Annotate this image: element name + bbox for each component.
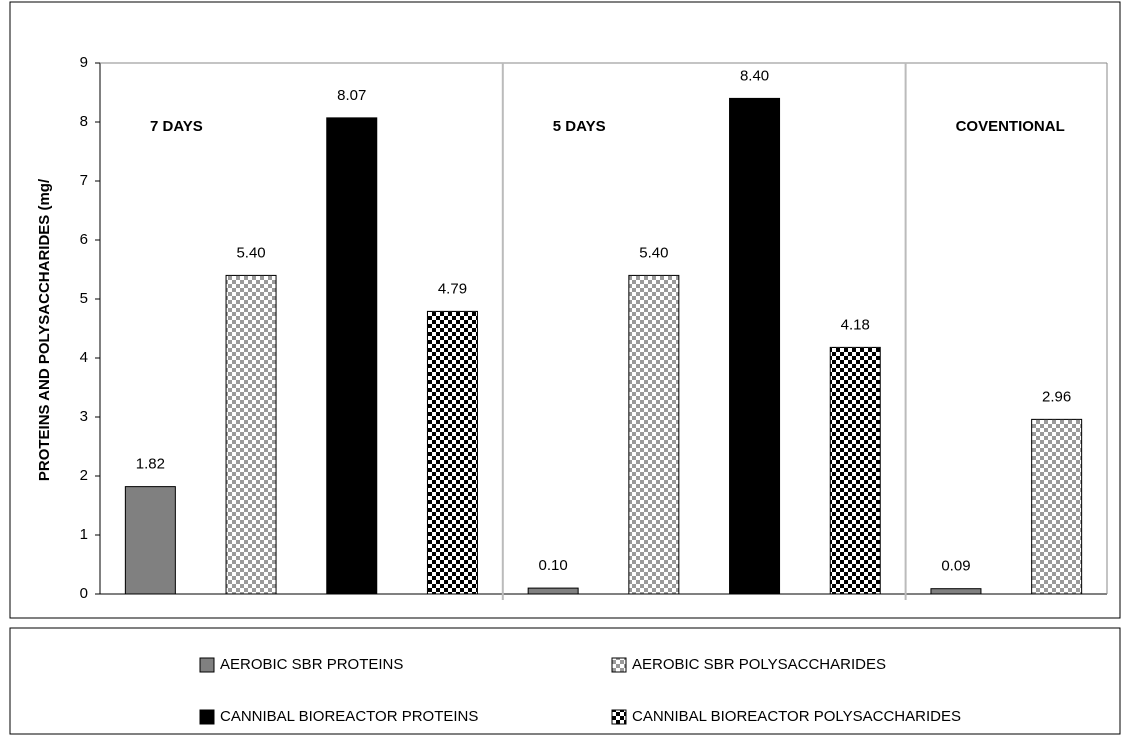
value-label: 1.82 xyxy=(136,456,165,473)
group-label: 5 DAYS xyxy=(553,118,606,135)
legend-label: AEROBIC SBR PROTEINS xyxy=(220,656,403,673)
chart-frame xyxy=(9,1,1121,619)
legend-label: AEROBIC SBR POLYSACCHARIDES xyxy=(632,656,886,673)
y-tick-label: 5 xyxy=(80,290,88,307)
value-label: 4.18 xyxy=(841,316,870,333)
value-label: 0.09 xyxy=(941,558,970,575)
legend-swatch xyxy=(611,709,627,725)
legend-swatch xyxy=(199,657,215,673)
y-tick-label: 3 xyxy=(80,408,88,425)
legend-label: CANNIBAL BIOREACTOR PROTEINS xyxy=(220,708,478,725)
bar xyxy=(1031,418,1083,595)
bar xyxy=(729,97,781,595)
bar xyxy=(225,274,277,595)
legend-frame xyxy=(9,627,1121,735)
legend-label: CANNIBAL BIOREACTOR POLYSACCHARIDES xyxy=(632,708,961,725)
legend-swatch xyxy=(611,657,627,673)
bar xyxy=(930,588,982,595)
bar xyxy=(527,587,579,595)
group-label: COVENTIONAL xyxy=(956,118,1065,135)
bar xyxy=(628,274,680,595)
value-label: 4.79 xyxy=(438,280,467,297)
value-label: 5.40 xyxy=(236,244,265,261)
value-label: 2.96 xyxy=(1042,388,1071,405)
bar xyxy=(326,117,378,595)
y-tick-label: 2 xyxy=(80,467,88,484)
y-tick-label: 7 xyxy=(80,172,88,189)
value-label: 8.40 xyxy=(740,67,769,84)
bar xyxy=(829,346,881,595)
value-label: 5.40 xyxy=(639,244,668,261)
value-label: 8.07 xyxy=(337,87,366,104)
y-tick-label: 1 xyxy=(80,526,88,543)
value-label: 0.10 xyxy=(539,557,568,574)
y-axis-title: PROTEINS AND POLYSACCHARIDES (mg/ xyxy=(36,178,53,481)
legend-swatch xyxy=(199,709,215,725)
y-tick-label: 6 xyxy=(80,231,88,248)
y-tick-label: 8 xyxy=(80,113,88,130)
y-tick-label: 9 xyxy=(80,54,88,71)
y-tick-label: 0 xyxy=(80,585,88,602)
y-tick-label: 4 xyxy=(80,349,88,366)
bar xyxy=(124,486,176,595)
group-label: 7 DAYS xyxy=(150,118,203,135)
bar xyxy=(426,310,478,595)
